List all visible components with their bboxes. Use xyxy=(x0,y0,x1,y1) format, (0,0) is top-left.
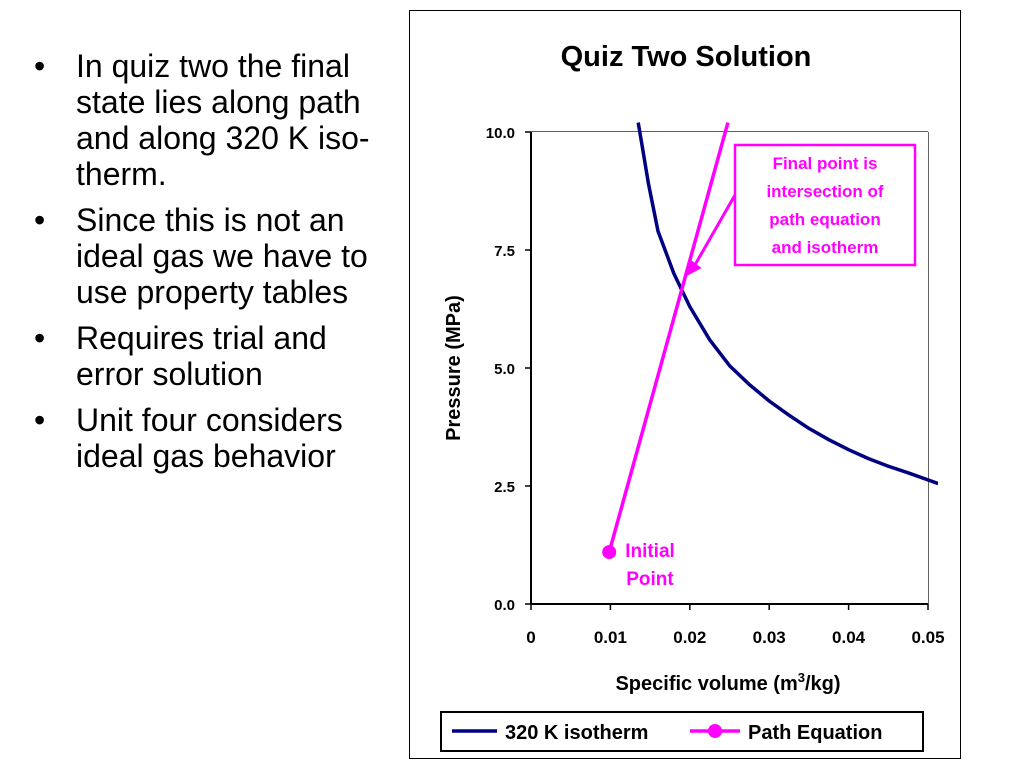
x-tick-label: 0.03 xyxy=(753,628,786,647)
bullet-item: In quiz two the final state lies along p… xyxy=(30,48,390,192)
chart-axes: 0 0.01 0.02 0.03 0.04 0.05 0.0 2.5 5.0 7.5 10.0 xyxy=(486,125,945,647)
series-layer xyxy=(602,122,938,560)
chart-legend: 320 K isotherm Path Equation xyxy=(440,711,924,752)
y-tick-label: 0.0 xyxy=(494,597,515,614)
final-point-callout-text: Final point is xyxy=(773,154,878,173)
legend-marker-path xyxy=(708,724,722,738)
final-point-callout-text: intersection of xyxy=(766,182,883,201)
x-axis-label: Specific volume (m3/kg) xyxy=(615,670,840,695)
chart-title: Quiz Two Solution xyxy=(561,41,812,73)
bullet-item: Since this is not an ideal gas we have t… xyxy=(30,202,390,310)
x-tick-label: 0.04 xyxy=(832,628,866,647)
x-tick-label: 0.01 xyxy=(594,628,627,647)
callout-arrowhead xyxy=(686,258,702,276)
bullet-list: In quiz two the final state lies along p… xyxy=(30,48,390,484)
bullet-item: Unit four considers ideal gas behavior xyxy=(30,402,390,474)
x-tick-label: 0.02 xyxy=(673,628,706,647)
y-tick-label: 2.5 xyxy=(494,479,515,496)
legend-label-path: Path Equation xyxy=(748,722,882,744)
bullet-item: Requires trial and error solution xyxy=(30,320,390,392)
y-axis-label: Pressure (MPa) xyxy=(443,295,465,441)
callout-arrow-shaft xyxy=(691,194,737,270)
legend-box xyxy=(440,711,924,752)
legend-label-isotherm: 320 K isotherm xyxy=(505,722,648,744)
annotation-layer: Initial Point Final point is intersection o… xyxy=(625,143,917,590)
path-equation-line xyxy=(607,122,730,553)
x-tick-label: 0 xyxy=(526,628,535,647)
initial-point-label: Initial xyxy=(625,541,675,562)
chart-frame xyxy=(409,10,961,759)
y-tick-label: 5.0 xyxy=(494,361,515,378)
final-point-callout-text: path equation xyxy=(769,210,880,229)
x-tick-label: 0.05 xyxy=(911,628,944,647)
initial-point-label: Point xyxy=(626,569,674,590)
y-tick-label: 10.0 xyxy=(486,125,515,142)
isotherm-line xyxy=(636,122,938,486)
final-point-callout-box xyxy=(733,143,917,267)
final-point-callout-text: and isotherm xyxy=(772,238,879,257)
y-tick-label: 7.5 xyxy=(494,243,515,260)
initial-point-marker xyxy=(602,545,617,560)
